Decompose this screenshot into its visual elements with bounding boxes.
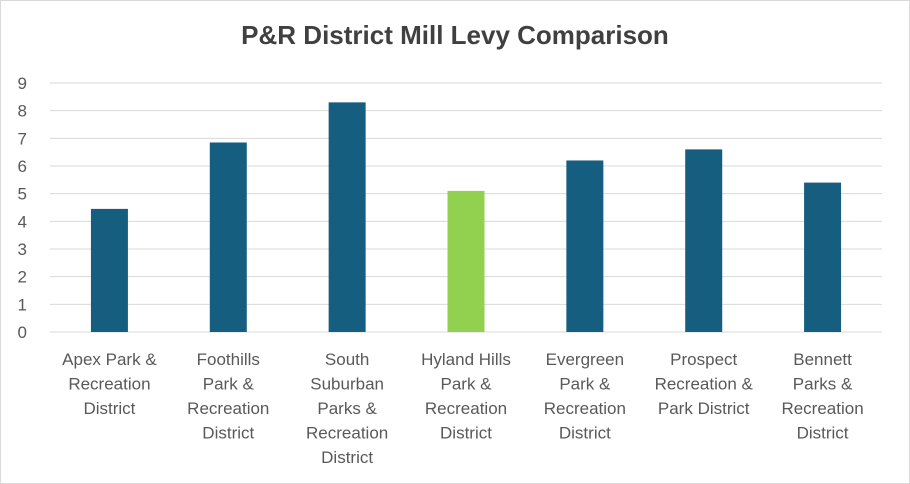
- chart-title: P&R District Mill Levy Comparison: [241, 20, 669, 50]
- bar-3: [447, 190, 485, 332]
- y-tick-label: 2: [18, 268, 27, 287]
- y-tick-label: 9: [18, 74, 27, 93]
- y-tick-label: 7: [18, 129, 27, 148]
- x-tick-label: Bennett Parks & Recreation District: [781, 350, 863, 443]
- y-tick-label: 6: [18, 157, 27, 176]
- bar-6: [804, 182, 842, 332]
- bar-5: [685, 149, 723, 332]
- y-tick-label: 8: [18, 102, 27, 121]
- x-tick-label: Foothills Park & Recreation District: [187, 350, 269, 443]
- y-axis-ticks: 0 1 2 3 4 5 6 7 8 9: [18, 74, 27, 342]
- bars: [90, 102, 842, 332]
- x-tick-label: Hyland Hills Park & Recreation District: [421, 350, 511, 443]
- y-tick-label: 0: [18, 323, 27, 342]
- x-tick-label: South Suburban Parks & Recreation District: [306, 350, 388, 467]
- y-tick-label: 4: [18, 212, 27, 231]
- bar-1: [209, 142, 247, 332]
- y-tick-label: 5: [18, 185, 27, 204]
- x-tick-label: Prospect Recreation & Park District: [655, 350, 754, 418]
- y-tick-label: 3: [18, 240, 27, 259]
- x-tick-label: Apex Park & Recreation District: [62, 350, 157, 418]
- x-axis-labels: Apex Park & Recreation District Foothills Pa…: [62, 350, 864, 467]
- bar-4: [566, 160, 604, 332]
- bar-0: [90, 208, 128, 332]
- x-tick-label: Evergreen Park & Recreation District: [544, 350, 626, 443]
- bar-2: [328, 102, 366, 332]
- y-tick-label: 1: [18, 295, 27, 314]
